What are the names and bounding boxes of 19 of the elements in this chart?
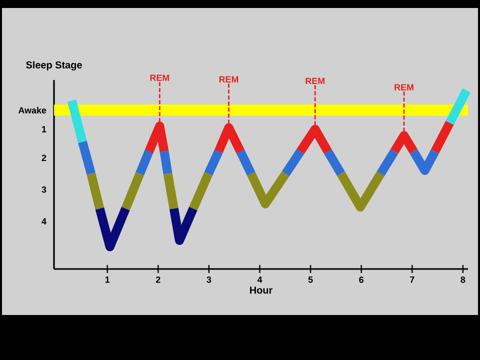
x-tick-label: 2	[156, 276, 160, 283]
annotation: REM	[150, 74, 170, 81]
x-tick-label: 5	[308, 276, 313, 283]
x-tick-label: 4	[257, 276, 262, 283]
y-tick-label: 4	[42, 218, 46, 224]
x-tick-label: 3	[206, 276, 212, 283]
annotation: REM	[394, 84, 414, 90]
x-tick-label: 7	[410, 276, 414, 283]
x-tick-label: 1	[105, 276, 110, 283]
annotation: REM	[306, 78, 324, 84]
y-tick-label: 2	[42, 154, 46, 161]
y-tick-label: 3	[42, 186, 46, 193]
y-tick-label: 1	[42, 126, 46, 132]
y-axis-title: Sleep Stage	[26, 61, 82, 70]
y-tick-label: Awake	[18, 106, 46, 114]
x-tick-label: 8	[460, 276, 466, 283]
annotation: REM	[219, 76, 238, 82]
x-axis-title: Hour	[250, 286, 272, 294]
x-tick-label: 6	[359, 276, 364, 283]
